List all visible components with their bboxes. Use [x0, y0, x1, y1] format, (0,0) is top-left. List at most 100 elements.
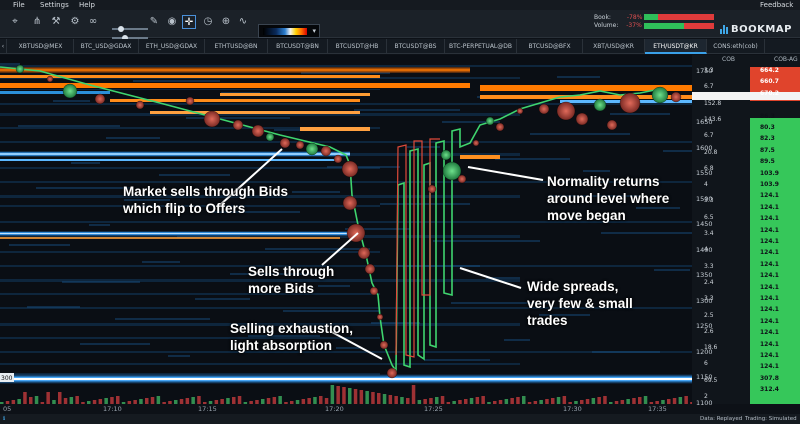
trade-bubble	[320, 145, 332, 157]
tab-6[interactable]: BTCUSDT@BS	[387, 39, 445, 54]
heatmap-shape	[0, 89, 380, 90]
heatmap-shape	[0, 231, 350, 236]
tab-10[interactable]: ETH/USDT@KR	[645, 39, 707, 54]
heatmap-shape	[0, 63, 20, 65]
cobag-bid-bar	[750, 118, 800, 404]
link-icon[interactable]: ∞	[88, 16, 98, 27]
tab-2[interactable]: ETH_USD@GDAX	[139, 39, 205, 54]
heatmap-shape	[230, 273, 310, 275]
volume-bar	[527, 402, 532, 404]
zoom-slider-bottom-knob[interactable]	[122, 35, 128, 41]
trade-bubble	[379, 340, 389, 350]
volume-bar	[620, 400, 625, 404]
tab-0[interactable]: XBTUSD@MEX	[8, 39, 74, 54]
menu-file[interactable]: File	[13, 1, 25, 9]
price-ladder: COB COB-AG 17501700165016001550150014501…	[692, 55, 800, 407]
trade-bubble	[185, 96, 195, 106]
pencil-icon[interactable]: ✎	[149, 16, 159, 27]
cobag-value: 86.3	[760, 112, 775, 120]
tab-1[interactable]: BTC_USD@GDAX	[74, 39, 139, 54]
volume-bar	[243, 402, 248, 404]
heatmap-shape	[265, 248, 370, 250]
price-label: 1550	[696, 169, 713, 177]
volume-bar	[406, 398, 410, 404]
volume-bar	[295, 400, 300, 404]
crosshair-icon[interactable]: ✛	[182, 15, 196, 29]
heatmap-shape	[601, 232, 692, 234]
cob-value: 2	[704, 393, 708, 400]
heatmap-shape	[583, 170, 610, 172]
time-tick: 17:25	[424, 405, 443, 413]
add-chart-icon[interactable]: ⊕	[221, 16, 231, 27]
heatmap-canvas: 300	[0, 63, 692, 404]
heatmap-shape	[0, 141, 692, 143]
heatmap-color-selector[interactable]: ▾	[258, 24, 320, 38]
volume-bar	[522, 396, 526, 404]
tab-11[interactable]: CONS:eth(cob)	[707, 39, 765, 54]
tab-5[interactable]: BTCUSDT@HB	[328, 39, 387, 54]
cobag-value: 664.2	[760, 67, 779, 74]
trade-bubble	[364, 263, 376, 275]
zoom-slider-top-knob[interactable]	[118, 26, 124, 32]
crosshair-frame-icon[interactable]: ⌖	[12, 16, 18, 27]
heatmap-shape	[62, 281, 140, 283]
zoom-slider-top[interactable]	[112, 28, 148, 30]
zoom-slider-bottom[interactable]	[112, 37, 148, 39]
trade-bubble	[386, 367, 398, 379]
menu-help[interactable]: Help	[79, 1, 95, 9]
time-axis: 05 17:10 17:15 17:20 17:25 17:30 17:35	[0, 404, 692, 414]
price-label: 1450	[696, 220, 713, 228]
timer-icon[interactable]: ◷	[203, 16, 213, 27]
volume-bar	[255, 400, 259, 404]
tab-8[interactable]: BTCUSD@BFX	[517, 39, 583, 54]
tab-7[interactable]: BTC-PERPETUAL@DB	[445, 39, 517, 54]
tab-9[interactable]: XBT/USD@KR	[583, 39, 645, 54]
trade-bubble	[232, 119, 244, 131]
heatmap-shape	[327, 166, 400, 168]
cobag-value: 670.2	[760, 89, 779, 97]
annotation-normality-returns: Normality returns around level where move …	[547, 174, 670, 223]
tab-4[interactable]: BTCUSDT@BN	[268, 39, 328, 54]
heatmap-gradient	[263, 28, 307, 35]
time-tick: 17:30	[563, 405, 582, 413]
volume-bar	[104, 398, 108, 404]
heatmap-shape	[0, 103, 692, 105]
record-icon[interactable]: ◉	[167, 16, 177, 27]
cob-value: 6.7	[704, 83, 714, 91]
price-label: 1750	[696, 67, 713, 75]
heatmap-shape	[106, 137, 160, 139]
cobag-value: 124.1	[760, 363, 779, 371]
share-icon[interactable]: ⋔	[32, 16, 42, 27]
menu-bar: File Settings Help Feedback	[0, 0, 800, 10]
price-label: 1600	[696, 143, 713, 152]
volume-bar	[690, 402, 692, 404]
volume-bar	[678, 397, 683, 404]
volume-bar	[139, 399, 143, 404]
heatmap-chart[interactable]: 300 Market sells through Bids which flip …	[0, 55, 692, 404]
instrument-tabs: ‹ XBTUSD@MEX BTC_USD@GDAX ETH_USD@GDAX ETHT…	[0, 39, 800, 54]
menu-feedback[interactable]: Feedback	[760, 1, 794, 9]
grid-icon[interactable]: ⚙	[70, 16, 80, 27]
info-icon[interactable]: ℹ	[3, 416, 6, 422]
trade-bubble	[485, 116, 495, 126]
cobag-header: COB-AG	[774, 56, 798, 63]
menu-settings[interactable]: Settings	[40, 1, 69, 9]
tabs-scroll-left[interactable]: ‹	[0, 39, 7, 54]
tools-icon[interactable]: ⚒	[51, 16, 61, 27]
heatmap-shape	[0, 351, 692, 353]
heatmap-shape	[300, 127, 370, 131]
heatmap-shape	[0, 337, 380, 339]
volume-bar	[580, 400, 584, 404]
tab-3[interactable]: ETHTUSD@BN	[205, 39, 268, 54]
volume-bar	[34, 396, 39, 404]
heatmap-shape	[424, 359, 490, 361]
chart-icon[interactable]: ∿	[238, 16, 248, 27]
volume-bar	[603, 396, 607, 404]
trade-bubble	[495, 122, 505, 132]
trade-bubble	[457, 174, 467, 184]
annotation-pointer	[467, 166, 544, 181]
cobag-value: 124.1	[760, 329, 779, 337]
heatmap-shape	[0, 127, 380, 129]
cobag-value: 124.1	[760, 340, 779, 348]
volume-bar	[475, 397, 480, 404]
